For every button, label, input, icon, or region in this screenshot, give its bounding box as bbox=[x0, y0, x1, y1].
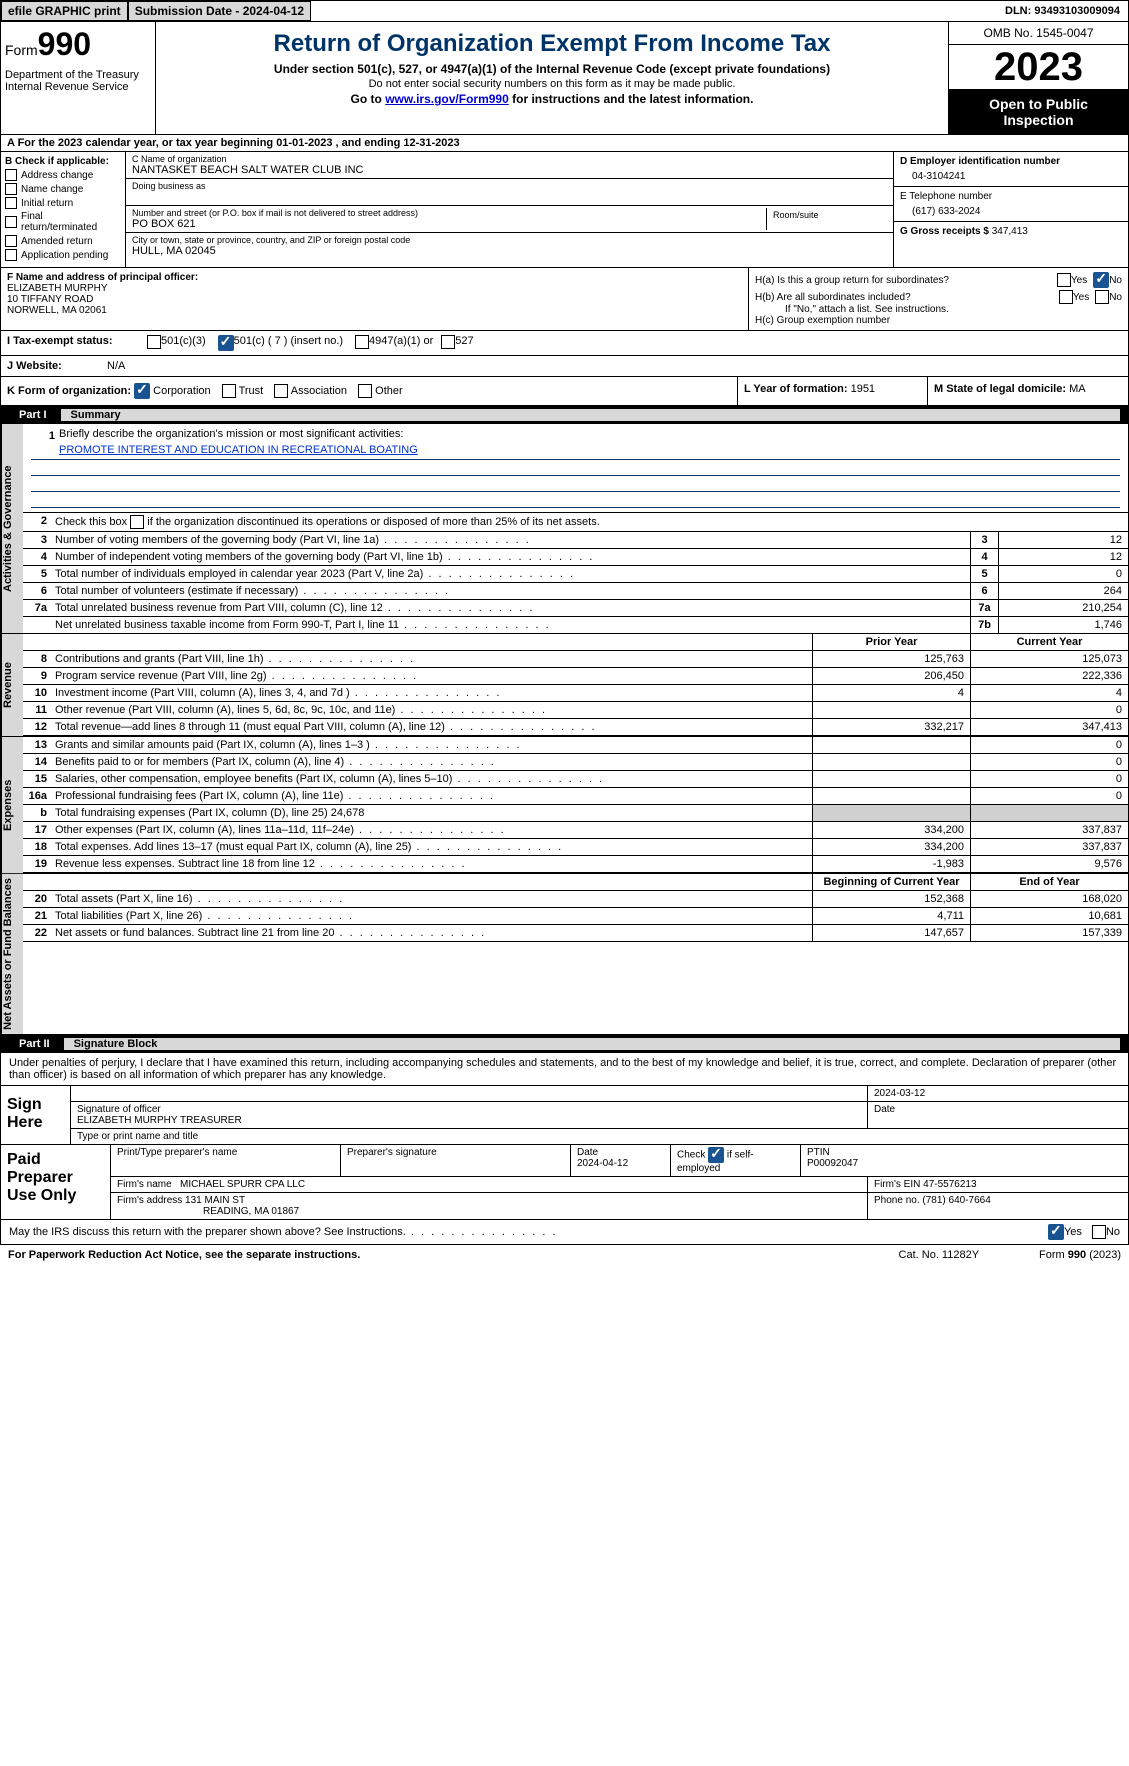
checkbox-amended[interactable] bbox=[5, 235, 17, 247]
data-line: 21 Total liabilities (Part X, line 26) 4… bbox=[23, 908, 1128, 925]
data-line: 17 Other expenses (Part IX, column (A), … bbox=[23, 822, 1128, 839]
box-h: H(a) Is this a group return for subordin… bbox=[748, 268, 1128, 330]
dba-cell: Doing business as bbox=[126, 179, 893, 206]
open-to-public: Open to Public Inspection bbox=[949, 90, 1128, 134]
checkbox-initial-return[interactable] bbox=[5, 197, 17, 209]
paid-preparer-block: Paid Preparer Use Only Print/Type prepar… bbox=[0, 1145, 1129, 1220]
officer-group-row: F Name and address of principal officer:… bbox=[0, 268, 1129, 331]
data-line: 12 Total revenue—add lines 8 through 11 … bbox=[23, 719, 1128, 736]
submission-date: Submission Date - 2024-04-12 bbox=[128, 1, 311, 21]
tax-year: 2023 bbox=[949, 45, 1128, 90]
data-line: 11 Other revenue (Part VIII, column (A),… bbox=[23, 702, 1128, 719]
checkbox-501c3[interactable] bbox=[147, 335, 161, 349]
omb-number: OMB No. 1545-0047 bbox=[949, 22, 1128, 45]
gov-line: 7a Total unrelated business revenue from… bbox=[23, 600, 1128, 617]
checkbox-ha-yes[interactable] bbox=[1057, 273, 1071, 287]
mission-text: PROMOTE INTEREST AND EDUCATION IN RECREA… bbox=[31, 444, 1120, 460]
checkbox-final-return[interactable] bbox=[5, 216, 17, 228]
checkbox-discuss-no[interactable] bbox=[1092, 1225, 1106, 1239]
form-title: Return of Organization Exempt From Incom… bbox=[164, 30, 940, 58]
box-b: B Check if applicable: Address change Na… bbox=[1, 152, 126, 267]
dln-number: DLN: 93493103009094 bbox=[997, 3, 1128, 19]
gov-line: 3 Number of voting members of the govern… bbox=[23, 532, 1128, 549]
data-line: 18 Total expenses. Add lines 13–17 (must… bbox=[23, 839, 1128, 856]
instructions-link-row: Go to www.irs.gov/Form990 for instructio… bbox=[164, 92, 940, 106]
row-i-tax-status: I Tax-exempt status: 501(c)(3) 501(c) ( … bbox=[0, 331, 1129, 356]
checkbox-hb-yes[interactable] bbox=[1059, 290, 1073, 304]
expenses-block: Expenses 13 Grants and similar amounts p… bbox=[0, 737, 1129, 874]
box-f: F Name and address of principal officer:… bbox=[1, 268, 748, 330]
net-assets-block: Net Assets or Fund Balances Beginning of… bbox=[0, 874, 1129, 1035]
identity-grid: B Check if applicable: Address change Na… bbox=[0, 152, 1129, 268]
ssn-warning: Do not enter social security numbers on … bbox=[164, 78, 940, 90]
page-footer: For Paperwork Reduction Act Notice, see … bbox=[0, 1245, 1129, 1265]
gov-line: 4 Number of independent voting members o… bbox=[23, 549, 1128, 566]
checkbox-discuss-yes-checked[interactable] bbox=[1048, 1224, 1064, 1240]
data-line: 9 Program service revenue (Part VIII, li… bbox=[23, 668, 1128, 685]
sidebar-governance: Activities & Governance bbox=[1, 424, 23, 633]
checkbox-ha-no-checked[interactable] bbox=[1093, 272, 1109, 288]
line-2: 2 Check this box if the organization dis… bbox=[23, 513, 1128, 532]
efile-print-button[interactable]: efile GRAPHIC print bbox=[1, 1, 128, 21]
checkbox-501c-checked[interactable] bbox=[218, 335, 234, 351]
revenue-block: Revenue Prior Year Current Year 8 Contri… bbox=[0, 634, 1129, 737]
form-number: Form990 bbox=[5, 26, 151, 63]
signature-declaration: Under penalties of perjury, I declare th… bbox=[0, 1053, 1129, 1085]
gov-line: Net unrelated business taxable income fr… bbox=[23, 617, 1128, 633]
checkbox-self-employed-checked[interactable] bbox=[708, 1147, 724, 1163]
checkbox-discontinued[interactable] bbox=[130, 515, 144, 529]
sign-here-block: Sign Here 2024-03-12 Signature of office… bbox=[0, 1085, 1129, 1145]
data-line: 16a Professional fundraising fees (Part … bbox=[23, 788, 1128, 805]
department-label: Department of the Treasury Internal Reve… bbox=[5, 69, 151, 93]
part-2-header: Part II Signature Block bbox=[0, 1035, 1129, 1053]
data-line: 13 Grants and similar amounts paid (Part… bbox=[23, 737, 1128, 754]
sidebar-net-assets: Net Assets or Fund Balances bbox=[1, 874, 23, 1034]
checkbox-address-change[interactable] bbox=[5, 169, 17, 181]
discuss-row: May the IRS discuss this return with the… bbox=[0, 1220, 1129, 1245]
prior-current-header: Prior Year Current Year bbox=[23, 634, 1128, 651]
org-name-cell: C Name of organization NANTASKET BEACH S… bbox=[126, 152, 893, 179]
checkbox-527[interactable] bbox=[441, 335, 455, 349]
data-line: 20 Total assets (Part X, line 16) 152,36… bbox=[23, 891, 1128, 908]
checkbox-trust[interactable] bbox=[222, 384, 236, 398]
officer-signature-field[interactable] bbox=[71, 1086, 868, 1101]
gross-receipts-cell: G Gross receipts $ 347,413 bbox=[894, 222, 1128, 241]
checkbox-name-change[interactable] bbox=[5, 183, 17, 195]
checkbox-4947[interactable] bbox=[355, 335, 369, 349]
data-line: 14 Benefits paid to or for members (Part… bbox=[23, 754, 1128, 771]
data-line: 22 Net assets or fund balances. Subtract… bbox=[23, 925, 1128, 942]
checkbox-other[interactable] bbox=[358, 384, 372, 398]
form-header: Form990 Department of the Treasury Inter… bbox=[0, 22, 1129, 135]
data-line: b Total fundraising expenses (Part IX, c… bbox=[23, 805, 1128, 822]
irs-link[interactable]: www.irs.gov/Form990 bbox=[385, 92, 509, 106]
governance-block: Activities & Governance 1 Briefly descri… bbox=[0, 424, 1129, 634]
mission-row: 1 Briefly describe the organization's mi… bbox=[23, 424, 1128, 513]
data-line: 10 Investment income (Part VIII, column … bbox=[23, 685, 1128, 702]
ein-cell: D Employer identification number 04-3104… bbox=[894, 152, 1128, 187]
checkbox-assoc[interactable] bbox=[274, 384, 288, 398]
gov-line: 6 Total number of volunteers (estimate i… bbox=[23, 583, 1128, 600]
city-cell: City or town, state or province, country… bbox=[126, 233, 893, 259]
form-subtitle: Under section 501(c), 527, or 4947(a)(1)… bbox=[164, 62, 940, 76]
row-j-website: J Website: N/A bbox=[0, 356, 1129, 377]
checkbox-hb-no[interactable] bbox=[1095, 290, 1109, 304]
top-bar: efile GRAPHIC print Submission Date - 20… bbox=[0, 0, 1129, 22]
checkbox-corp-checked[interactable] bbox=[134, 383, 150, 399]
row-klm: K Form of organization: Corporation Trus… bbox=[0, 377, 1129, 406]
data-line: 19 Revenue less expenses. Subtract line … bbox=[23, 856, 1128, 873]
street-cell: Number and street (or P.O. box if mail i… bbox=[126, 206, 893, 233]
row-a-tax-year: A For the 2023 calendar year, or tax yea… bbox=[0, 135, 1129, 152]
data-line: 8 Contributions and grants (Part VIII, l… bbox=[23, 651, 1128, 668]
gov-line: 5 Total number of individuals employed i… bbox=[23, 566, 1128, 583]
data-line: 15 Salaries, other compensation, employe… bbox=[23, 771, 1128, 788]
part-1-header: Part I Summary bbox=[0, 406, 1129, 424]
sidebar-revenue: Revenue bbox=[1, 634, 23, 736]
sidebar-expenses: Expenses bbox=[1, 737, 23, 873]
phone-cell: E Telephone number (617) 633-2024 bbox=[894, 187, 1128, 222]
checkbox-application-pending[interactable] bbox=[5, 249, 17, 261]
begin-end-header: Beginning of Current Year End of Year bbox=[23, 874, 1128, 891]
